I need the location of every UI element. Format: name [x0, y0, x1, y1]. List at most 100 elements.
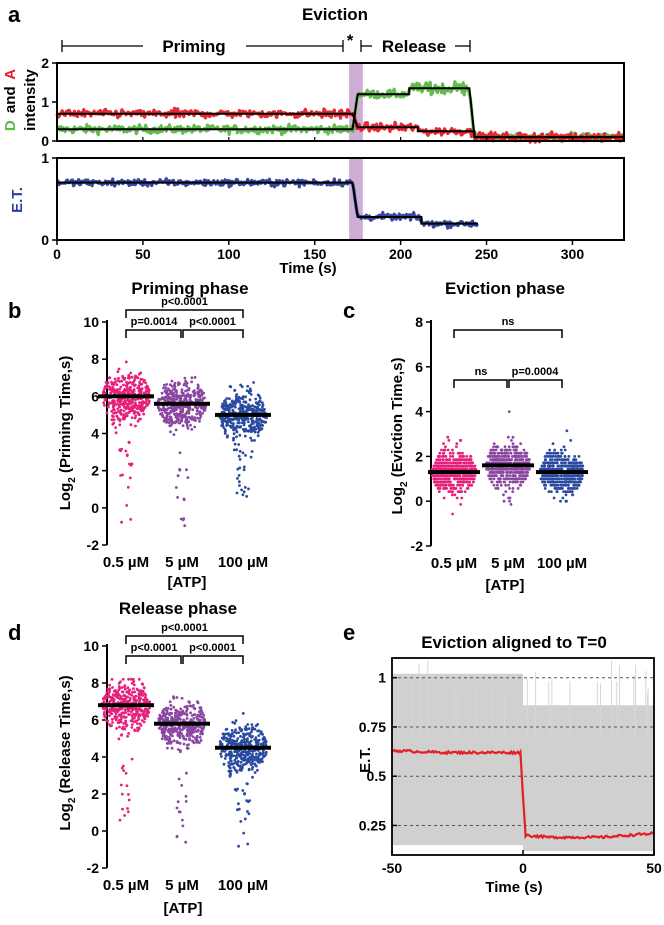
- data-point: [132, 389, 136, 393]
- data-point: [121, 677, 125, 681]
- data-point: [519, 442, 522, 445]
- category-label: 0.5 µM: [103, 877, 149, 894]
- data-point: [168, 396, 172, 400]
- data-point: [176, 496, 180, 499]
- data-point: [140, 406, 144, 410]
- data-point: [166, 706, 170, 710]
- data-point: [499, 480, 502, 484]
- data-point: [568, 474, 571, 477]
- data-point: [114, 431, 118, 435]
- data-point: [119, 411, 122, 415]
- data-point: [192, 717, 196, 720]
- data-point: [171, 397, 175, 401]
- data-point: [553, 483, 556, 487]
- data-point: [467, 474, 470, 477]
- panel-b-title: Priming phase: [131, 279, 248, 298]
- data-point: [456, 461, 460, 465]
- data-point: [169, 707, 173, 711]
- data-point: [120, 447, 123, 451]
- data-point: [459, 461, 463, 465]
- data-point: [219, 752, 223, 756]
- data-point: [198, 417, 202, 420]
- data-point: [125, 454, 129, 457]
- data-point: [513, 458, 517, 461]
- data-point: [162, 383, 166, 387]
- data-point: [132, 687, 135, 691]
- data-point: [541, 480, 544, 484]
- data-point: [161, 734, 165, 738]
- data-point: [228, 403, 232, 406]
- data-point: [190, 415, 194, 418]
- data-point: [511, 445, 515, 449]
- data-point: [119, 680, 122, 683]
- data-point: [506, 471, 510, 474]
- data-point: [162, 419, 166, 423]
- data-point: [455, 496, 459, 500]
- data-point: [234, 728, 238, 732]
- data-point: [551, 480, 554, 484]
- data-point: [434, 461, 438, 465]
- data-point: [144, 693, 148, 697]
- data-point: [137, 372, 141, 376]
- data-point: [112, 407, 115, 411]
- data-point: [572, 480, 576, 484]
- data-point: [461, 455, 465, 458]
- data-point: [502, 458, 506, 461]
- data-point: [127, 407, 131, 411]
- data-point: [122, 699, 126, 703]
- data-point: [161, 715, 165, 718]
- data-point: [126, 695, 129, 699]
- data-point: [131, 407, 135, 411]
- data-point: [436, 480, 440, 484]
- data-point: [453, 493, 457, 497]
- data-point: [565, 474, 569, 477]
- data-point: [491, 471, 495, 474]
- data-point: [258, 403, 261, 407]
- data-point: [172, 387, 176, 391]
- data-point: [566, 458, 570, 461]
- data-point: [179, 410, 182, 414]
- data-point: [234, 754, 238, 758]
- data-point: [184, 794, 188, 798]
- data-point: [254, 724, 258, 728]
- data-point: [254, 736, 258, 739]
- release-bracket: [360, 40, 471, 52]
- data-point: [115, 388, 119, 392]
- data-point: [508, 487, 511, 490]
- data-point: [235, 399, 239, 403]
- data-point: [254, 738, 258, 742]
- data-point: [228, 406, 231, 409]
- data-point: [242, 468, 246, 472]
- y-tick-label: 0: [41, 133, 49, 149]
- data-point: [488, 474, 492, 477]
- data-point: [187, 415, 191, 419]
- data-point: [492, 442, 496, 445]
- data-point: [164, 736, 167, 739]
- data-point: [516, 487, 520, 490]
- data-point: [196, 728, 200, 732]
- data-point: [563, 461, 567, 465]
- data-point: [173, 409, 176, 413]
- data-point: [170, 389, 173, 393]
- x-tick-label: 50: [646, 860, 662, 876]
- data-point: [113, 380, 117, 384]
- data-point: [496, 451, 500, 455]
- data-point: [514, 474, 517, 477]
- data-point: [244, 454, 247, 457]
- data-point: [444, 467, 448, 471]
- data-point: [187, 409, 190, 412]
- data-point: [543, 461, 546, 465]
- median-bar: [482, 463, 534, 468]
- data-point: [567, 455, 571, 458]
- data-point: [163, 395, 167, 399]
- data-point: [455, 442, 459, 445]
- data-point: [251, 755, 255, 758]
- data-point: [250, 439, 254, 442]
- data-point: [132, 712, 136, 716]
- data-point: [235, 491, 239, 495]
- data-point: [159, 725, 163, 728]
- data-point: [174, 486, 178, 489]
- data-point: [225, 424, 228, 427]
- data-point: [169, 704, 173, 707]
- data-point: [190, 714, 194, 717]
